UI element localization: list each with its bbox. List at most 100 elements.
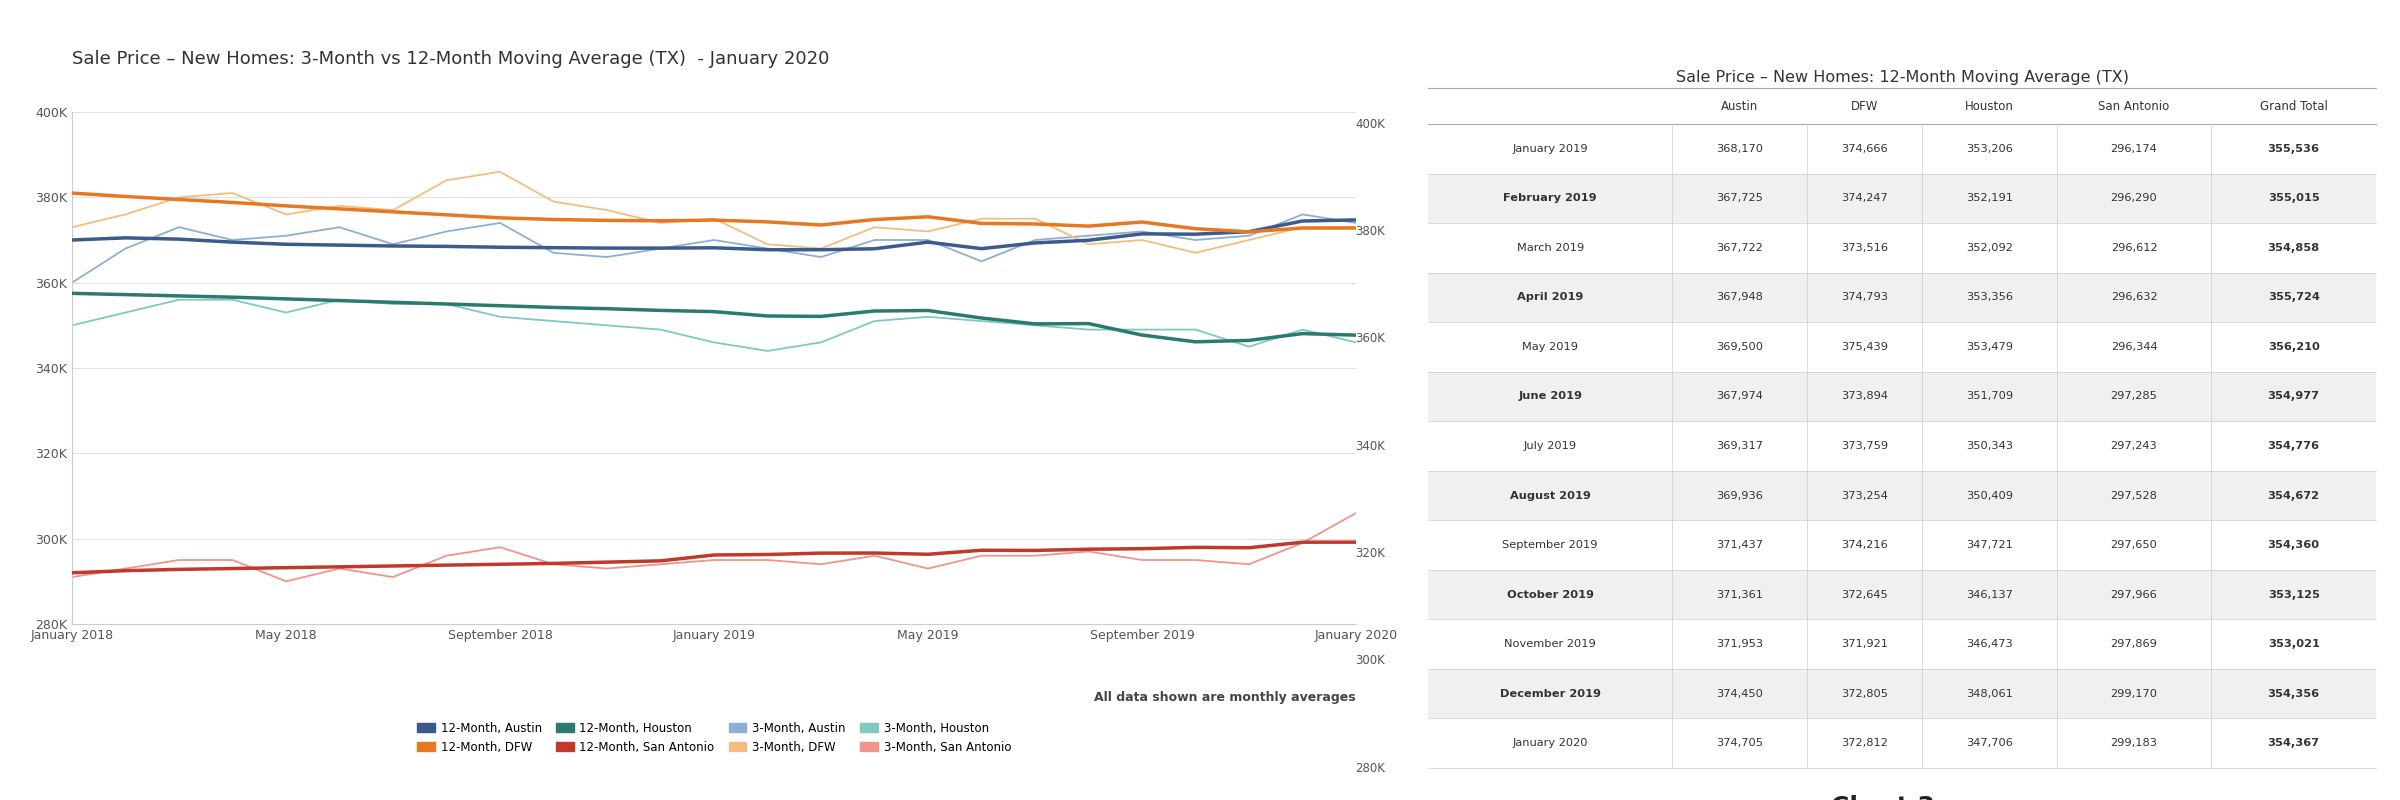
Text: 372,812: 372,812	[1841, 738, 1889, 748]
FancyBboxPatch shape	[1428, 124, 2376, 174]
Text: January 2019: January 2019	[1512, 144, 1589, 154]
FancyBboxPatch shape	[1428, 669, 2376, 718]
Text: June 2019: June 2019	[1519, 391, 1582, 402]
Text: Sale Price – New Homes: 3-Month vs 12-Month Moving Average (TX)  - January 2020: Sale Price – New Homes: 3-Month vs 12-Mo…	[72, 50, 830, 68]
Text: 353,479: 353,479	[1966, 342, 2014, 352]
FancyBboxPatch shape	[1428, 372, 2376, 422]
Text: 354,356: 354,356	[2268, 689, 2321, 698]
Text: October 2019: October 2019	[1507, 590, 1594, 600]
Text: 400K: 400K	[1356, 118, 1385, 130]
FancyBboxPatch shape	[1428, 322, 2376, 372]
Text: 296,612: 296,612	[2110, 243, 2158, 253]
Text: 375,439: 375,439	[1841, 342, 1889, 352]
Text: 373,516: 373,516	[1841, 243, 1889, 253]
Text: 297,869: 297,869	[2110, 639, 2158, 649]
Text: 296,174: 296,174	[2110, 144, 2158, 154]
Text: 340K: 340K	[1356, 439, 1385, 453]
Text: 297,243: 297,243	[2110, 441, 2158, 451]
Text: 296,632: 296,632	[2110, 293, 2158, 302]
Text: 374,666: 374,666	[1841, 144, 1889, 154]
Text: 354,367: 354,367	[2268, 738, 2321, 748]
Text: February 2019: February 2019	[1502, 194, 1596, 203]
Text: 371,953: 371,953	[1716, 639, 1764, 649]
Text: 354,977: 354,977	[2268, 391, 2321, 402]
Text: 369,936: 369,936	[1716, 490, 1764, 501]
FancyBboxPatch shape	[1428, 520, 2376, 570]
Text: 297,966: 297,966	[2110, 590, 2158, 600]
Text: January 2020: January 2020	[1512, 738, 1589, 748]
Text: 347,706: 347,706	[1966, 738, 2014, 748]
Text: 353,206: 353,206	[1966, 144, 2014, 154]
Text: 373,759: 373,759	[1841, 441, 1889, 451]
Text: 369,500: 369,500	[1716, 342, 1764, 352]
Text: Chart 3: Chart 3	[1831, 795, 1934, 800]
Text: 374,705: 374,705	[1716, 738, 1764, 748]
Text: 360K: 360K	[1356, 332, 1385, 345]
Text: 367,725: 367,725	[1716, 194, 1764, 203]
Text: 350,343: 350,343	[1966, 441, 2014, 451]
Text: 350,409: 350,409	[1966, 490, 2014, 501]
Text: 352,092: 352,092	[1966, 243, 2014, 253]
Text: 374,247: 374,247	[1841, 194, 1889, 203]
Text: 355,015: 355,015	[2268, 194, 2318, 203]
Text: 320K: 320K	[1356, 547, 1385, 560]
Text: 367,974: 367,974	[1716, 391, 1764, 402]
Text: 355,724: 355,724	[2268, 293, 2321, 302]
Text: March 2019: March 2019	[1517, 243, 1584, 253]
Text: 367,948: 367,948	[1716, 293, 1764, 302]
Text: 354,858: 354,858	[2268, 243, 2321, 253]
Text: 372,805: 372,805	[1841, 689, 1889, 698]
Text: 354,776: 354,776	[2268, 441, 2321, 451]
Text: 346,473: 346,473	[1966, 639, 2014, 649]
Text: 353,125: 353,125	[2268, 590, 2321, 600]
Text: 356,210: 356,210	[2268, 342, 2321, 352]
FancyBboxPatch shape	[1428, 223, 2376, 273]
Text: Sale Price – New Homes: 12-Month Moving Average (TX): Sale Price – New Homes: 12-Month Moving …	[1675, 70, 2129, 85]
FancyBboxPatch shape	[1428, 718, 2376, 768]
Text: 299,170: 299,170	[2110, 689, 2158, 698]
Text: 297,285: 297,285	[2110, 391, 2158, 402]
Text: May 2019: May 2019	[1522, 342, 1579, 352]
FancyBboxPatch shape	[1428, 570, 2376, 619]
Text: 373,894: 373,894	[1841, 391, 1889, 402]
Text: 354,672: 354,672	[2268, 490, 2321, 501]
Text: April 2019: April 2019	[1517, 293, 1584, 302]
Text: 352,191: 352,191	[1966, 194, 2014, 203]
Text: Grand Total: Grand Total	[2261, 99, 2328, 113]
Text: 297,650: 297,650	[2110, 540, 2158, 550]
Text: 296,290: 296,290	[2110, 194, 2158, 203]
Text: 355,536: 355,536	[2268, 144, 2321, 154]
Text: 353,021: 353,021	[2268, 639, 2321, 649]
Text: 374,793: 374,793	[1841, 293, 1889, 302]
Text: 353,356: 353,356	[1966, 293, 2014, 302]
Text: 367,722: 367,722	[1716, 243, 1764, 253]
Text: DFW: DFW	[1850, 99, 1879, 113]
Text: 351,709: 351,709	[1966, 391, 2014, 402]
Text: Austin: Austin	[1721, 99, 1759, 113]
Text: July 2019: July 2019	[1524, 441, 1577, 451]
Text: 371,361: 371,361	[1716, 590, 1764, 600]
Text: 372,645: 372,645	[1841, 590, 1889, 600]
FancyBboxPatch shape	[1428, 422, 2376, 470]
FancyBboxPatch shape	[1428, 619, 2376, 669]
Text: San Antonio: San Antonio	[2098, 99, 2170, 113]
Text: 373,254: 373,254	[1841, 490, 1889, 501]
FancyBboxPatch shape	[1428, 273, 2376, 322]
Text: 368,170: 368,170	[1716, 144, 1764, 154]
Text: 374,216: 374,216	[1841, 540, 1889, 550]
Text: 347,721: 347,721	[1966, 540, 2014, 550]
Text: 300K: 300K	[1356, 654, 1385, 667]
FancyBboxPatch shape	[1428, 470, 2376, 520]
Text: 299,183: 299,183	[2110, 738, 2158, 748]
Text: Houston: Houston	[1966, 99, 2014, 113]
Text: 354,360: 354,360	[2268, 540, 2321, 550]
Text: August 2019: August 2019	[1510, 490, 1591, 501]
Text: 380K: 380K	[1356, 225, 1385, 238]
Text: September 2019: September 2019	[1502, 540, 1598, 550]
Text: 369,317: 369,317	[1716, 441, 1764, 451]
Text: 297,528: 297,528	[2110, 490, 2158, 501]
Text: December 2019: December 2019	[1500, 689, 1601, 698]
FancyBboxPatch shape	[1428, 174, 2376, 223]
Text: 346,137: 346,137	[1966, 590, 2014, 600]
Text: 374,450: 374,450	[1716, 689, 1764, 698]
